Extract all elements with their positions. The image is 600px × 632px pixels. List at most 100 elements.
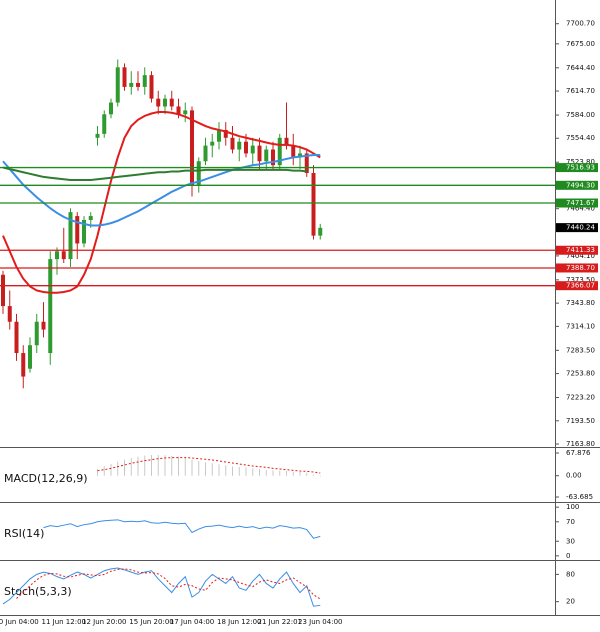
- x-tick-label: 18 Jun 12:00: [217, 618, 261, 626]
- y-tick-label: 70: [566, 518, 575, 526]
- y-tick-label: 7700.70: [566, 20, 595, 28]
- candle-body: [163, 98, 167, 107]
- indicator-line: [2, 110, 321, 294]
- candle-body: [169, 98, 174, 107]
- candle-body: [291, 145, 296, 158]
- y-tick-label: 67.876: [566, 449, 591, 457]
- y-tick-label: 7253.80: [566, 370, 595, 378]
- level-tag: [556, 223, 598, 233]
- indicator-line: [2, 567, 321, 607]
- candle-body: [156, 98, 161, 107]
- y-tick-label: 80: [566, 570, 575, 578]
- candle-body: [34, 321, 39, 346]
- candle-body: [95, 133, 100, 138]
- level-label: 7411.33: [566, 246, 595, 254]
- y-tick-label: 0: [566, 552, 570, 560]
- level-label: 7471.67: [566, 199, 595, 207]
- x-tick-label: 17 Jun 04:00: [170, 618, 214, 626]
- candle-body: [14, 321, 19, 354]
- candle-body: [298, 153, 302, 158]
- candle-body: [230, 137, 235, 150]
- x-tick-label: 11 Jun 12:00: [42, 618, 86, 626]
- indicator-line: [2, 154, 321, 227]
- candle-body: [271, 149, 275, 166]
- candle-body: [115, 67, 120, 103]
- y-tick-label: 7614.70: [566, 87, 595, 95]
- candle-body: [237, 141, 242, 150]
- candle-body: [129, 82, 134, 87]
- candle-body: [82, 219, 86, 244]
- candle-body: [203, 145, 208, 162]
- candle-body: [277, 137, 282, 166]
- level-tag: [556, 163, 598, 173]
- panel-label: Stoch(5,3,3): [4, 585, 72, 598]
- candle-body: [149, 75, 154, 99]
- candle-body: [88, 216, 93, 220]
- x-tick-label: 23 Jun 04:00: [298, 618, 342, 626]
- candle-body: [109, 102, 113, 115]
- y-tick-label: 7283.50: [566, 346, 595, 354]
- candle-body: [250, 145, 255, 154]
- candle-body: [217, 129, 221, 142]
- level-label: 7516.93: [566, 164, 595, 172]
- candle-body: [68, 212, 73, 260]
- candle-body: [75, 216, 80, 244]
- candle-body: [61, 251, 66, 260]
- candle-body: [28, 345, 32, 369]
- candle-body: [304, 153, 309, 174]
- y-tick-label: 7584.00: [566, 111, 595, 119]
- y-tick-label: 30: [566, 537, 575, 545]
- candle-body: [311, 173, 316, 236]
- candle-body: [48, 259, 53, 354]
- y-tick-label: 7644.40: [566, 64, 595, 72]
- candle-body: [7, 306, 12, 322]
- y-tick-label: 0.00: [566, 472, 582, 480]
- y-tick-label: 7464.40: [566, 205, 595, 213]
- y-tick-label: 7223.20: [566, 394, 595, 402]
- candle-body: [21, 353, 26, 377]
- candle-body: [102, 114, 107, 134]
- candle-body: [190, 110, 194, 185]
- frame: [0, 0, 600, 616]
- level-tag: [556, 198, 598, 208]
- candle-body: [122, 67, 127, 87]
- candle-body: [257, 145, 262, 162]
- y-tick-label: 7373.50: [566, 276, 595, 284]
- indicator-line: [2, 166, 307, 182]
- candle-body: [41, 321, 46, 330]
- x-tick-label: 21 Jun 22:01: [258, 618, 302, 626]
- y-tick-label: 7314.10: [566, 322, 595, 330]
- candle-body: [223, 129, 228, 138]
- y-tick-label: 7675.00: [566, 40, 595, 48]
- y-tick-label: 7523.80: [566, 158, 595, 166]
- y-tick-label: 7163.80: [566, 440, 595, 448]
- level-tag: [556, 245, 598, 255]
- x-tick-label: 12 Jun 20:00: [82, 618, 126, 626]
- y-tick-label: 7193.50: [566, 417, 595, 425]
- candle-body: [210, 141, 215, 146]
- candle-body: [1, 274, 5, 307]
- x-tick-label: 15 Jun 20:00: [129, 618, 173, 626]
- level-label: 7440.24: [566, 224, 595, 232]
- level-label: 7366.07: [566, 282, 595, 290]
- candle-body: [142, 75, 147, 87]
- candle-body: [318, 227, 323, 236]
- candle-body: [264, 149, 269, 162]
- candle-body: [284, 137, 289, 146]
- panel-label: RSI(14): [4, 527, 44, 540]
- candle-body: [176, 106, 181, 115]
- x-tick-label: 10 Jun 04:00: [0, 618, 39, 626]
- level-tag: [556, 263, 598, 273]
- candle-body: [183, 110, 188, 115]
- candle-body: [136, 82, 140, 87]
- level-label: 7388.70: [566, 264, 595, 272]
- candle-body: [244, 141, 248, 154]
- indicator-line: [43, 519, 321, 539]
- candle-body: [196, 161, 201, 185]
- y-tick-label: 7554.40: [566, 134, 595, 142]
- level-label: 7494.30: [566, 181, 595, 189]
- y-tick-label: 20: [566, 598, 575, 606]
- level-tag: [556, 281, 598, 291]
